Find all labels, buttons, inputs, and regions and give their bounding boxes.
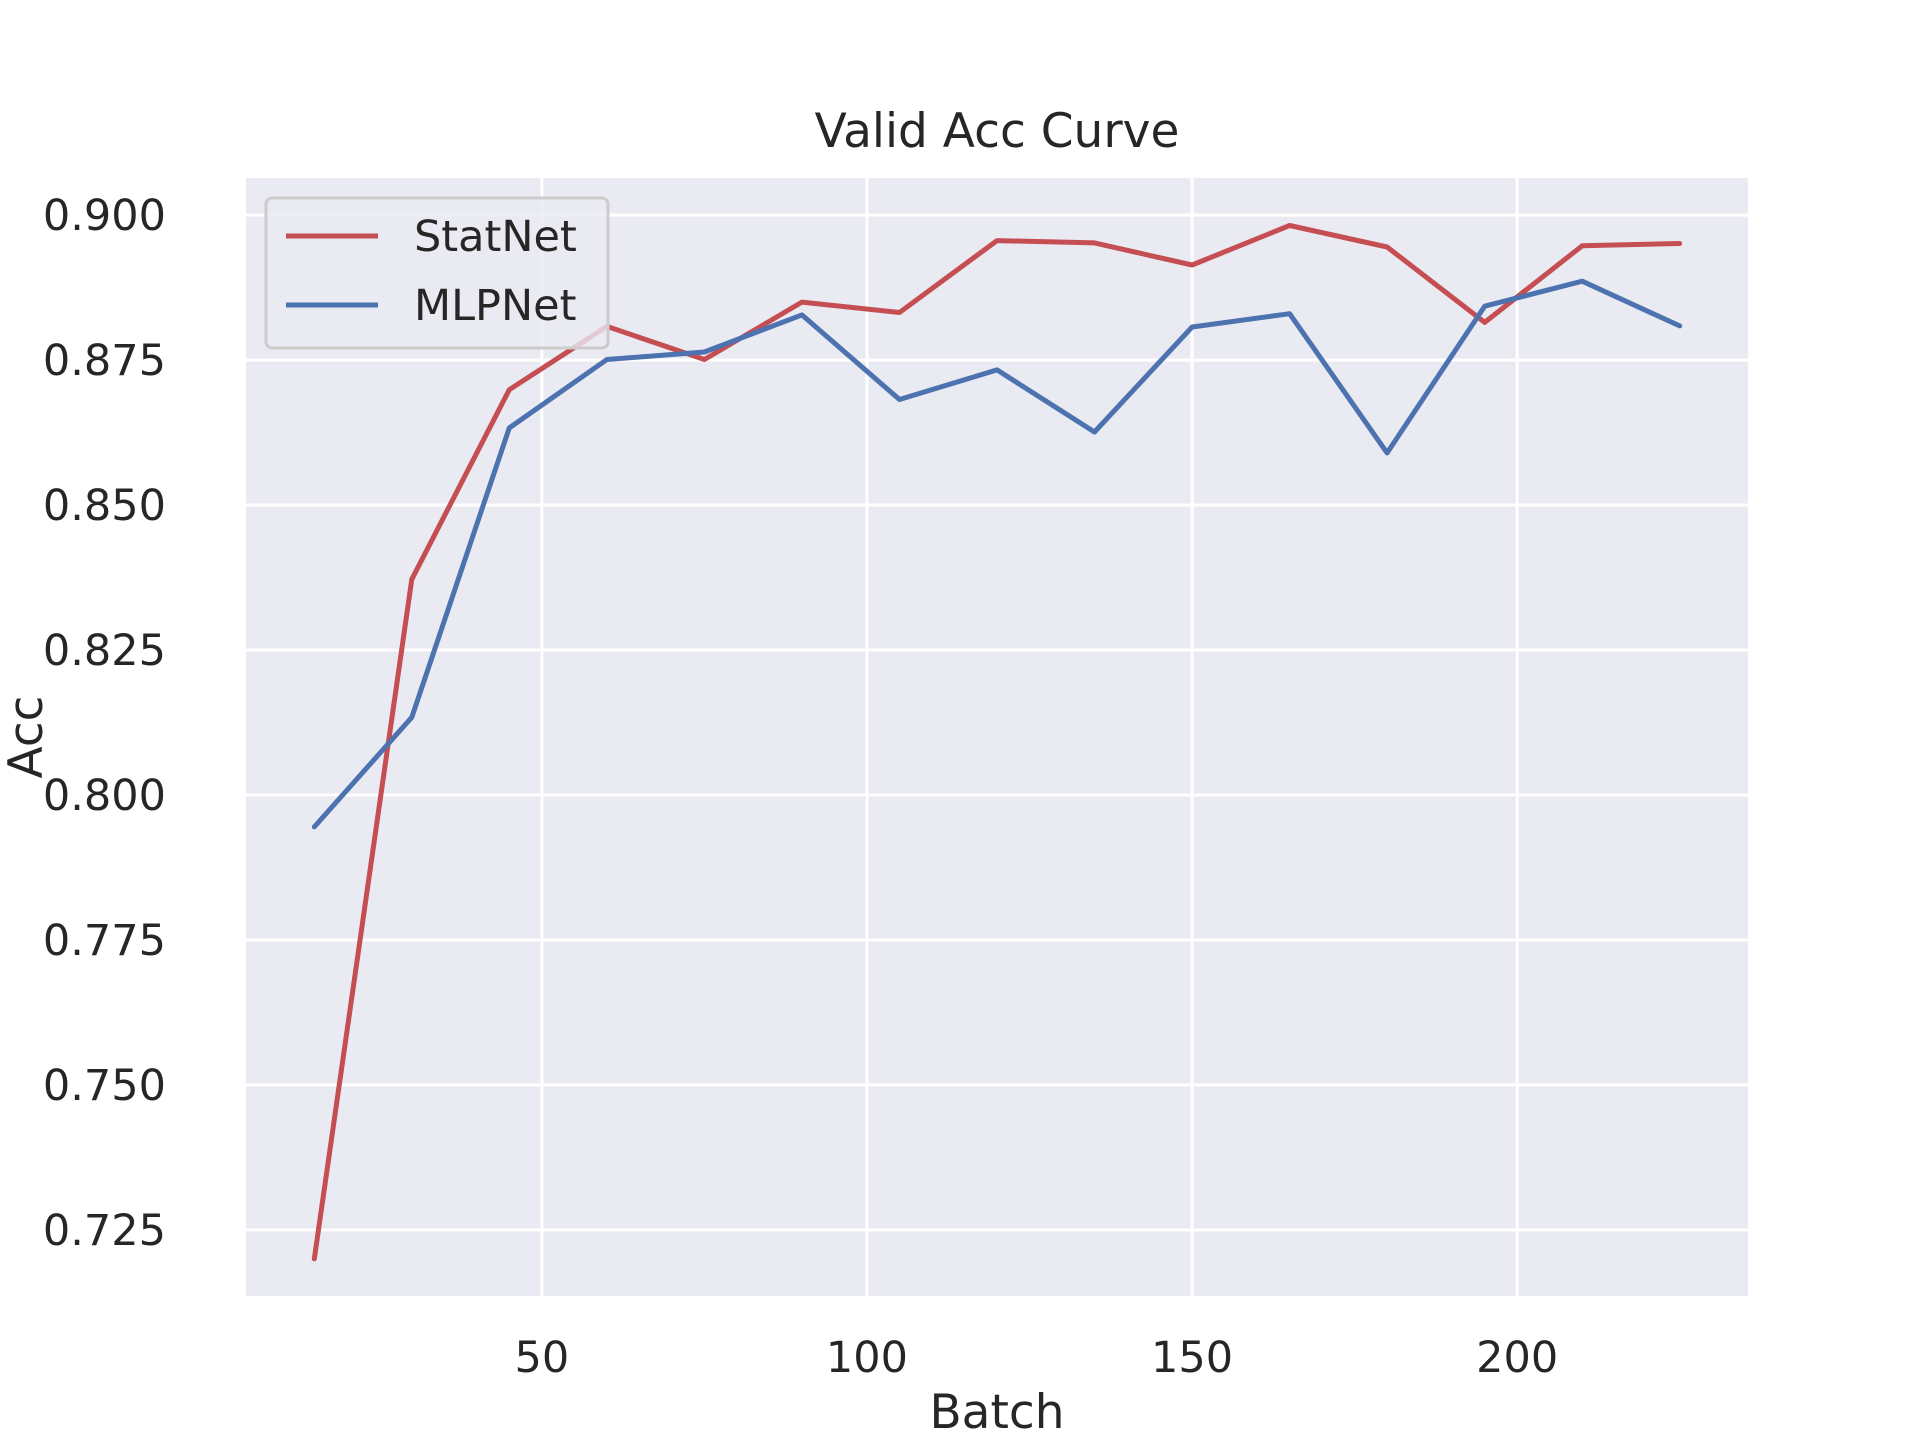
series-line-statnet bbox=[311, 223, 1683, 1262]
x-axis-label: Batch bbox=[929, 1385, 1064, 1440]
x-tick-label: 50 bbox=[514, 1333, 569, 1383]
legend-label-statnet: StatNet bbox=[414, 212, 577, 262]
tick-labels: 50 100 150 200 0.725 0.750 0.775 0.800 0.825 0.85… bbox=[43, 191, 1558, 1383]
series-lines bbox=[311, 223, 1683, 1262]
y-tick-label: 0.750 bbox=[43, 1061, 166, 1111]
x-tick-label: 150 bbox=[1151, 1333, 1233, 1383]
y-tick-label: 0.875 bbox=[43, 336, 166, 386]
y-axis-label: Acc bbox=[0, 695, 54, 778]
chart-title: Valid Acc Curve bbox=[815, 104, 1180, 159]
plot-area bbox=[246, 178, 1748, 1296]
y-tick-label: 0.725 bbox=[43, 1206, 166, 1256]
x-tick-label: 200 bbox=[1476, 1333, 1558, 1383]
y-tick-label: 0.900 bbox=[43, 191, 166, 241]
y-tick-label: 0.825 bbox=[43, 626, 166, 676]
series-line-mlpnet bbox=[311, 278, 1683, 830]
grid-lines bbox=[246, 178, 1748, 1296]
legend: StatNet MLPNet bbox=[264, 196, 610, 350]
y-tick-label: 0.800 bbox=[43, 771, 166, 821]
y-tick-label: 0.850 bbox=[43, 481, 166, 531]
x-tick-label: 100 bbox=[826, 1333, 908, 1383]
legend-label-mlpnet: MLPNet bbox=[414, 281, 576, 331]
y-tick-label: 0.775 bbox=[43, 916, 166, 966]
